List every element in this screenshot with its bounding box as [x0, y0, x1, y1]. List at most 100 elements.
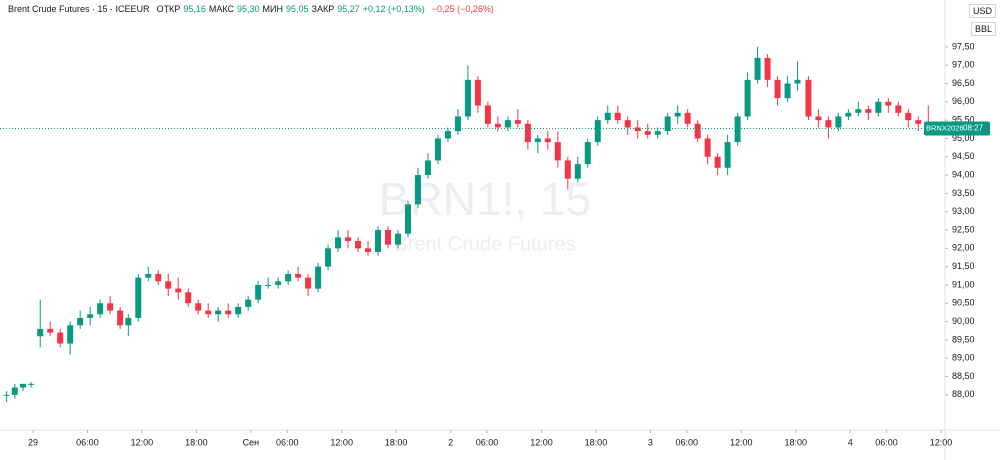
y-tick-label: 94,00 — [952, 169, 975, 179]
y-tick-label: 88,00 — [952, 389, 975, 399]
x-tick-label: 06:00 — [875, 437, 898, 447]
open-value: 95,16 — [183, 4, 206, 14]
candle-body — [764, 57, 771, 80]
y-tick-label: 89,00 — [952, 353, 975, 363]
candle-body — [355, 241, 362, 249]
candle-body — [815, 116, 822, 121]
x-tick-label: 3 — [648, 437, 653, 447]
candle-body — [654, 131, 661, 135]
y-tick-label: 90,50 — [952, 298, 975, 308]
candle-body — [57, 332, 64, 344]
unit[interactable]: BBL — [970, 22, 996, 36]
candle-body — [365, 248, 372, 252]
change-2: −0,25 (−0,26%) — [431, 4, 494, 14]
candle-body — [574, 164, 581, 179]
candle-body — [855, 109, 862, 113]
candle-body — [434, 138, 441, 161]
y-tick-label: 97,00 — [952, 60, 975, 70]
candle-body — [285, 273, 292, 282]
x-tick-label: 18:00 — [585, 437, 608, 447]
candle-body — [805, 79, 812, 117]
candle-body — [255, 284, 262, 300]
candle-body — [135, 277, 142, 318]
candle-body — [175, 288, 182, 293]
candle-body — [664, 116, 671, 132]
candle-body — [915, 120, 922, 124]
currency[interactable]: USD — [968, 4, 996, 18]
change: +0,12 (+0,13%) — [362, 4, 425, 14]
candle-body — [385, 230, 392, 245]
x-tick-label: 12:00 — [730, 437, 753, 447]
candle-body — [225, 310, 232, 315]
y-tick-label: 93,00 — [952, 206, 975, 216]
candle-body — [444, 131, 451, 139]
y-tick-label: 91,00 — [952, 279, 975, 289]
candle-body — [624, 120, 631, 128]
candle-body — [734, 116, 741, 143]
candle-body — [87, 314, 94, 318]
candle-body — [514, 120, 521, 124]
symbol: Brent Crude Futures · 15 · ICEEUR — [8, 4, 150, 14]
low-label: МИН — [262, 4, 283, 14]
candle-body — [245, 299, 252, 307]
candle-body — [67, 325, 74, 344]
y-tick-label: 95,00 — [952, 133, 975, 143]
candle-body — [895, 105, 902, 113]
last-price-label: BRNX2026 — [926, 124, 964, 133]
candle-body — [794, 79, 801, 84]
x-tick-label: 4 — [848, 437, 853, 447]
candle-body — [634, 127, 641, 132]
candle-body — [464, 79, 471, 117]
y-tick-label: 91,50 — [952, 261, 975, 271]
candle-body — [97, 303, 104, 315]
candle-body — [504, 120, 511, 128]
low-value: 95,05 — [286, 4, 309, 14]
y-tick-label: 96,00 — [952, 96, 975, 106]
candle-body — [185, 292, 192, 304]
candle-body — [394, 233, 401, 245]
candle-body — [275, 281, 282, 285]
candle-body — [474, 79, 481, 106]
candle-body — [195, 303, 202, 311]
candle-body — [604, 112, 611, 121]
candle-body — [335, 237, 342, 249]
candle-body — [484, 105, 491, 124]
countdown: 08:27 — [963, 124, 984, 133]
candle-body — [684, 112, 691, 124]
candle-body — [107, 303, 114, 311]
x-tick-label: 2 — [448, 437, 453, 447]
x-tick-label: 29 — [28, 437, 38, 447]
close-label: ЗАКР — [311, 4, 335, 14]
y-tick-label: 94,50 — [952, 151, 975, 161]
candle-body — [117, 310, 124, 326]
candle-body — [215, 310, 222, 315]
candle-body — [155, 273, 162, 282]
candle-body — [614, 112, 621, 121]
candle-body — [28, 383, 35, 385]
candle-body — [454, 116, 461, 132]
x-tick-label: 06:00 — [76, 437, 99, 447]
x-tick-label: 18:00 — [385, 437, 408, 447]
y-tick-label: 90,00 — [952, 316, 975, 326]
candle-body — [584, 142, 591, 165]
x-tick-label: 06:00 — [476, 437, 499, 447]
x-tick-label: 06:00 — [276, 437, 299, 447]
candle-body — [594, 120, 601, 143]
candle-body — [714, 156, 721, 168]
candle-body — [694, 123, 701, 139]
candle-body — [835, 116, 842, 128]
candle-body — [404, 204, 411, 234]
candle-body — [534, 138, 541, 143]
watermark-sub: Brent Crude Futures — [394, 233, 575, 255]
candle-body — [905, 112, 912, 121]
candle-body — [265, 284, 272, 286]
candle-body — [564, 160, 571, 179]
x-tick-label: 12:00 — [131, 437, 154, 447]
candle-body — [754, 57, 761, 80]
candle-body — [125, 317, 132, 326]
candle-body — [554, 142, 561, 161]
candle-body — [19, 383, 26, 388]
watermark: BRN1!, 15 — [379, 173, 591, 225]
x-tick-label: 12:00 — [930, 437, 953, 447]
